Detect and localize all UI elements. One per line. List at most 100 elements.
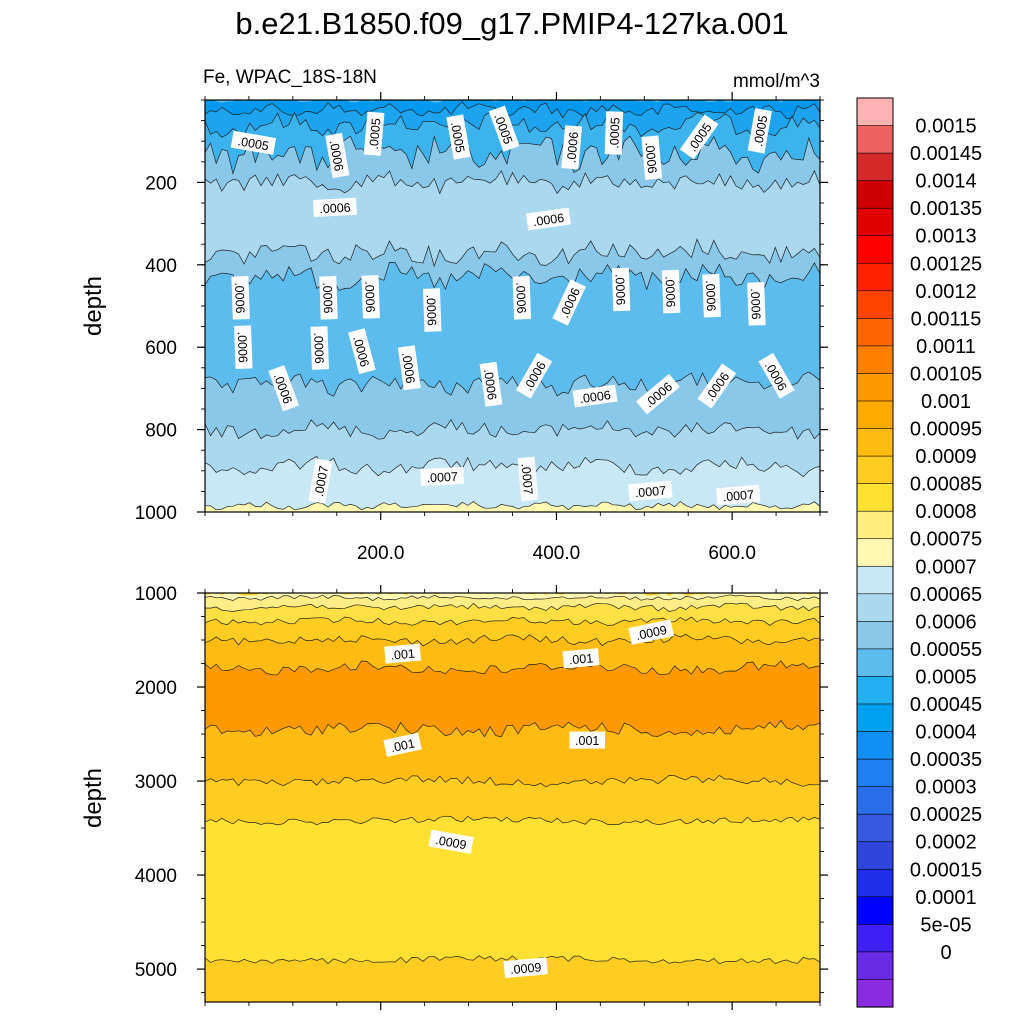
colorbar-label: 0.0015 <box>915 116 976 138</box>
contour-label-box <box>716 484 761 506</box>
contour-label-box <box>562 648 600 669</box>
contour-label-box <box>397 345 421 391</box>
contour-label-box <box>604 111 624 155</box>
contour-label: .0006 <box>422 288 442 332</box>
upper-panel: .0005 .0006 .0005 .0005 .0005 .0006 .0005 .0006… <box>80 92 828 564</box>
colorbar-label: 0.0013 <box>915 226 976 248</box>
colorbar-label: 0.00135 <box>910 198 982 220</box>
contour-label-box <box>308 458 333 504</box>
contour-label: .0006 <box>572 384 618 408</box>
colorbar-label: 0.00125 <box>910 253 982 275</box>
contour-label: .001 <box>383 732 422 757</box>
colorbar-swatch <box>856 345 894 375</box>
colorbar-label: 0.00115 <box>911 308 982 330</box>
colorbar-label: 0.00025 <box>910 804 982 826</box>
contour-label-box <box>231 275 250 320</box>
contour-label-box <box>661 269 681 314</box>
contour-label: .0005 <box>604 111 624 155</box>
contour-label: .0006 <box>479 361 503 407</box>
contour-label-box <box>325 132 350 179</box>
colorbar-swatch <box>856 621 894 650</box>
contour-label: .0006 <box>512 275 532 320</box>
colorbar-label: 0.0014 <box>915 171 976 193</box>
contour-label: .0006 <box>641 135 663 180</box>
colorbar-label: 0.00065 <box>910 584 982 606</box>
y-tick-label: 200 <box>145 173 177 194</box>
contour-label-text: .0006 <box>362 281 377 313</box>
colorbar-swatch <box>856 538 894 567</box>
lower-contour-labels: .0009 .001 .001 .001 .001 .0009 .0009 <box>383 619 674 979</box>
colorbar-swatch <box>856 786 894 815</box>
contour-label: .0006 <box>361 275 380 319</box>
colorbar-swatch <box>856 510 894 540</box>
contour-label-box <box>319 275 338 320</box>
y-tick-label: 4000 <box>135 866 177 887</box>
contour-label: .0006 <box>319 275 338 320</box>
contour-label-text: .0007 <box>722 488 754 505</box>
contour-label-box <box>611 267 631 312</box>
contour-label: .0009 <box>628 619 674 645</box>
contour-label-box <box>552 279 586 326</box>
contour-label: .0006 <box>325 132 350 179</box>
chart-subtitle-left: Fe, WPAC_18S-18N <box>203 67 377 88</box>
contour-label-box <box>361 275 380 319</box>
contour-label-text: .0006 <box>513 282 528 314</box>
upper-band-10 <box>205 500 820 512</box>
contour-label-box <box>679 114 719 160</box>
y-tick-label: 2000 <box>135 678 177 699</box>
contour-label-box <box>697 363 737 409</box>
contour-label-text: .0005 <box>448 121 467 154</box>
contour-label-text: .0006 <box>579 388 612 406</box>
y-tick-label: 1000 <box>135 503 177 524</box>
contour-label-text: .001 <box>568 651 594 667</box>
contour-label-text: .0006 <box>532 211 565 229</box>
contour-label-text: .0009 <box>635 623 669 643</box>
contour-label-box <box>348 328 376 375</box>
upper-y-axis-label: depth <box>80 276 107 336</box>
colorbar-swatch <box>856 868 894 898</box>
contour-label: .0006 <box>702 273 721 318</box>
colorbar-swatch <box>856 979 894 1008</box>
contour-label-box <box>628 619 674 645</box>
contour-label-box <box>313 197 357 218</box>
colorbar-label: 0.00015 <box>910 859 982 881</box>
contour-label-text: .0009 <box>510 960 542 977</box>
colorbar-label: 0.0006 <box>915 611 976 633</box>
contour-label-text: .0005 <box>237 134 270 153</box>
colorbar-label: 0.00105 <box>910 363 982 385</box>
colorbar-swatch <box>856 97 894 127</box>
colorbar-label: 0 <box>940 942 951 964</box>
contour-label-text: .0006 <box>399 351 417 384</box>
lower-contour-fill <box>205 593 820 1002</box>
contour-label-text: .0006 <box>320 282 335 314</box>
colorbar-swatch <box>856 951 894 981</box>
upper-contour-fill <box>205 100 820 512</box>
colorbar-swatch <box>856 924 894 953</box>
contour-label-text: .0006 <box>613 274 628 306</box>
contour-label-text: .0006 <box>703 280 718 312</box>
contour-label-text: .0009 <box>434 833 467 852</box>
colorbar-swatch <box>856 400 894 430</box>
contour-label-text: .0006 <box>748 288 763 320</box>
colorbar-label: 0.001 <box>921 391 971 413</box>
contour-label: .0006 <box>231 275 250 320</box>
colorbar-swatch <box>856 565 894 595</box>
contour-label-text: .0006 <box>232 282 247 314</box>
colorbar-label: 0.0005 <box>915 666 976 688</box>
colorbar-swatch <box>856 813 894 843</box>
colorbar-label: 0.00045 <box>910 694 982 716</box>
colorbar-swatch <box>856 483 894 512</box>
colorbar-swatch <box>856 648 894 678</box>
colorbar-swatch <box>856 703 894 733</box>
colorbar-swatch <box>856 428 894 457</box>
contour-label-box <box>512 275 532 320</box>
contour-label-box <box>422 288 442 332</box>
contour-label-box <box>758 352 795 399</box>
colorbar-swatch <box>856 125 894 154</box>
contour-label-text: .0005 <box>751 114 770 147</box>
colorbar-label: 0.00145 <box>910 143 982 165</box>
colorbar-label: 0.0009 <box>915 446 976 468</box>
colorbar-swatch <box>856 758 894 788</box>
colorbar-swatch <box>856 455 894 485</box>
lower-panel: .0009 .001 .001 .001 .001 .0009 .0009 1000 2000… <box>80 584 828 1010</box>
